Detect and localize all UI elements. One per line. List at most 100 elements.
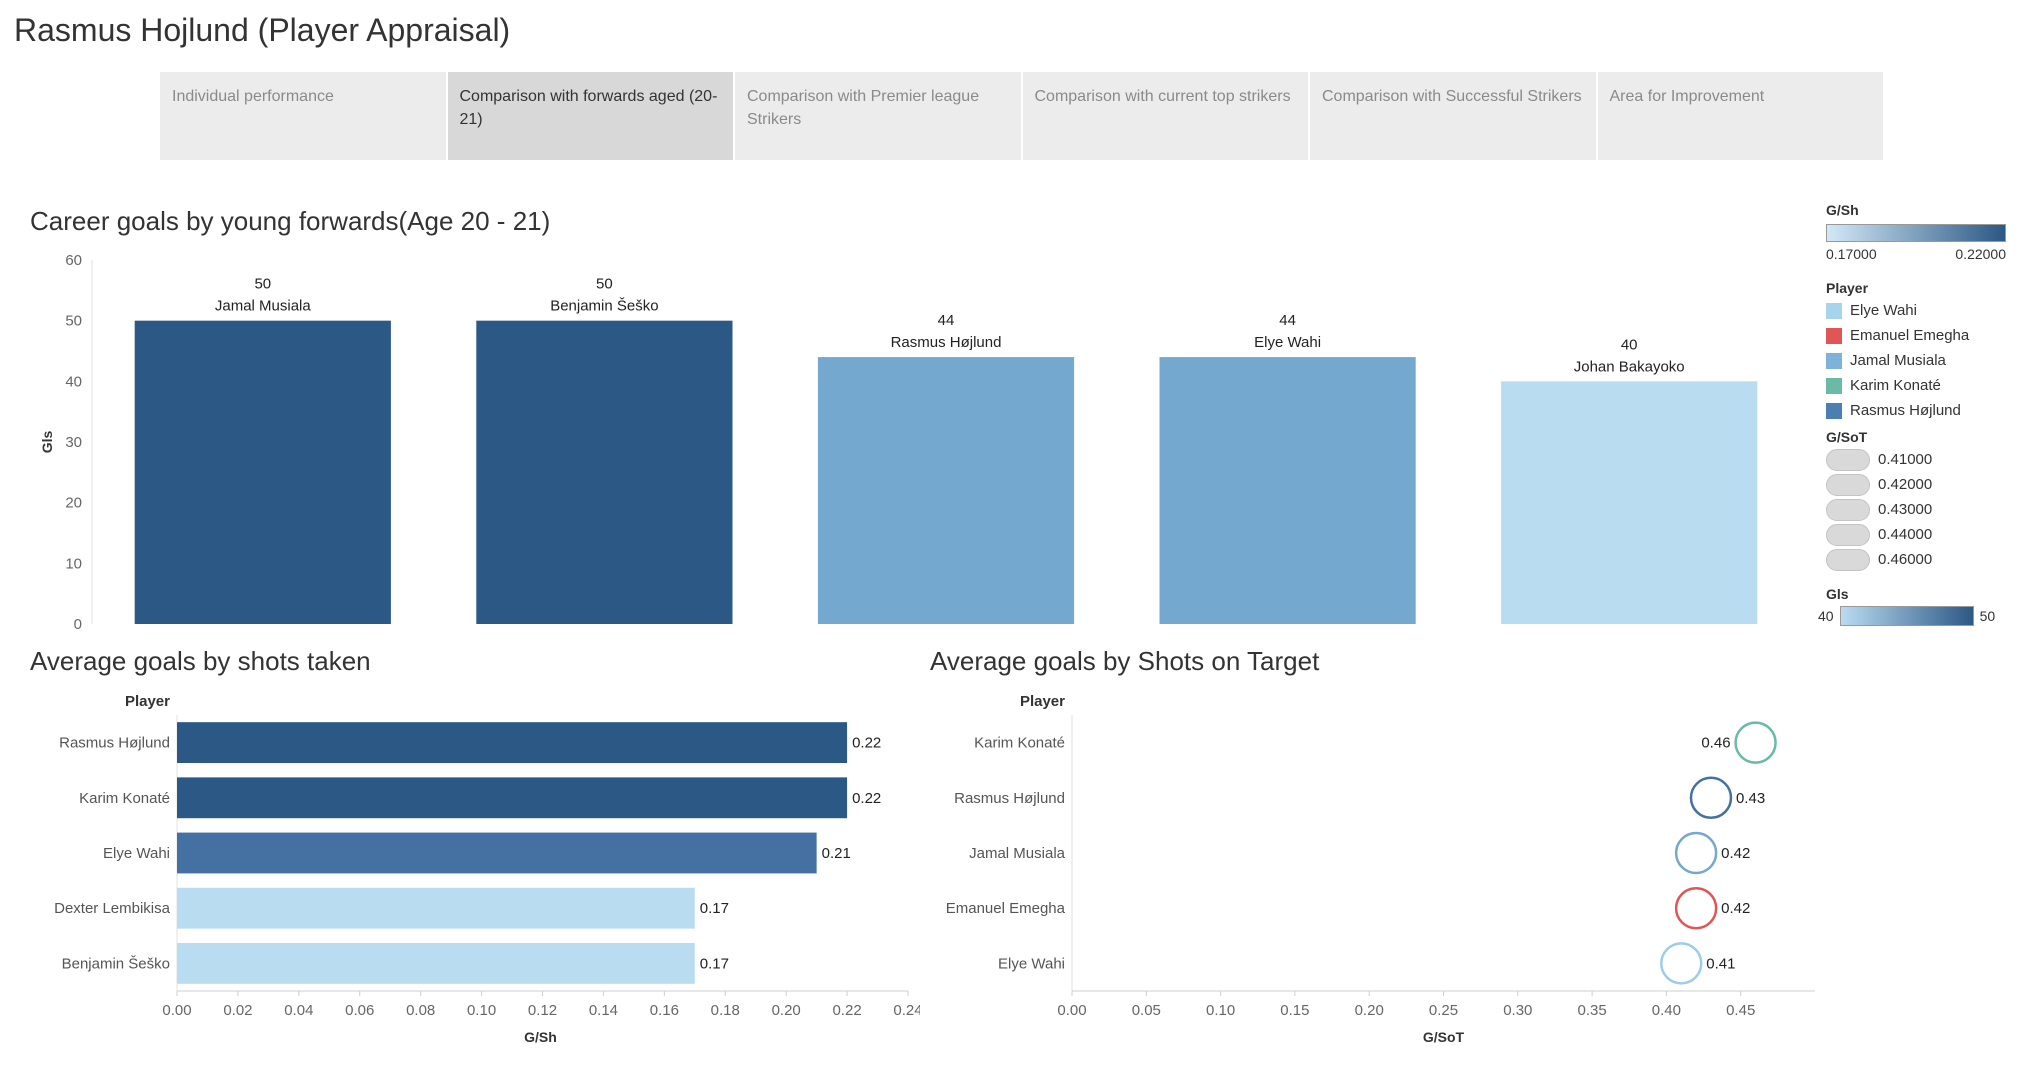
bar-category-label: Johan Bakayoko bbox=[1574, 358, 1685, 375]
bar-benjamin-sesko bbox=[476, 320, 733, 624]
gsh-legend-min: 0.17000 bbox=[1826, 246, 1877, 262]
x-tick-label: 0.00 bbox=[1057, 1002, 1086, 1019]
bar-value-label: 0.22 bbox=[852, 790, 881, 807]
x-tick-label: 0.25 bbox=[1429, 1002, 1458, 1019]
x-tick-label: 0.10 bbox=[467, 1002, 496, 1019]
player-legend-title: Player bbox=[1826, 280, 1869, 296]
legend-swatch bbox=[1826, 327, 1842, 344]
y-axis-title: Player bbox=[125, 693, 170, 710]
gsot-legend-item[interactable]: 0.44000 bbox=[1826, 522, 2006, 547]
legends-panel: G/Sh 0.17000 0.22000 Player Elye Wahi Ema… bbox=[1818, 202, 2006, 626]
category-label: Emanuel Emegha bbox=[946, 900, 1066, 917]
y-axis-title: Player bbox=[1020, 693, 1065, 710]
legend-label: Emanuel Emegha bbox=[1850, 327, 1970, 344]
x-tick-label: 0.40 bbox=[1652, 1002, 1681, 1019]
dot-elye-wahi bbox=[1660, 942, 1703, 985]
tab-premier-league-strikers[interactable]: Comparison with Premier league Strikers bbox=[735, 72, 1023, 160]
tab-individual-performance[interactable]: Individual performance bbox=[160, 72, 448, 160]
bar-elye-wahi bbox=[177, 832, 817, 874]
tab-bar: Individual performance Comparison with f… bbox=[160, 72, 1885, 160]
category-label: Karim Konaté bbox=[79, 790, 170, 807]
gsot-legend-item[interactable]: 0.43000 bbox=[1826, 497, 2006, 522]
gsh-color-ramp bbox=[1826, 224, 2006, 242]
category-label: Rasmus Højlund bbox=[954, 790, 1065, 807]
player-legend-item[interactable]: Rasmus Højlund bbox=[1826, 398, 2006, 423]
gls-legend-title: Gls bbox=[1826, 586, 1849, 602]
bar-value-label: 0.21 bbox=[822, 845, 851, 862]
x-axis-title: G/SoT bbox=[1423, 1029, 1465, 1045]
gls-legend-min: 40 bbox=[1818, 608, 1834, 624]
y-tick-label: 60 bbox=[65, 252, 82, 269]
bar-value-label: 44 bbox=[1279, 312, 1296, 329]
tab-current-top-strikers[interactable]: Comparison with current top strikers bbox=[1022, 72, 1310, 160]
category-label: Rasmus Højlund bbox=[59, 735, 170, 752]
x-tick-label: 0.24 bbox=[893, 1002, 920, 1019]
category-label: Karim Konaté bbox=[974, 735, 1065, 752]
legend-label: 0.43000 bbox=[1878, 501, 1933, 518]
category-label: Dexter Lembikisa bbox=[54, 900, 171, 917]
category-label: Jamal Musiala bbox=[969, 845, 1066, 862]
player-legend-item[interactable]: Jamal Musiala bbox=[1826, 348, 2006, 373]
tab-forwards-aged-20-21[interactable]: Comparison with forwards aged (20-21) bbox=[447, 72, 735, 160]
bar-rasmus-h-jlund bbox=[817, 357, 1075, 624]
y-tick-label: 10 bbox=[65, 555, 82, 572]
x-tick-label: 0.05 bbox=[1132, 1002, 1161, 1019]
legend-swatch bbox=[1826, 377, 1842, 394]
size-swatch bbox=[1826, 448, 1870, 471]
player-legend-item[interactable]: Emanuel Emegha bbox=[1826, 323, 2006, 348]
bar-johan-bakayoko bbox=[1501, 381, 1758, 624]
legend-label: 0.41000 bbox=[1878, 451, 1933, 468]
bar-category-label: Jamal Musiala bbox=[215, 298, 312, 315]
x-tick-label: 0.14 bbox=[589, 1002, 618, 1019]
gsot-legend-title: G/SoT bbox=[1826, 429, 1868, 445]
x-tick-label: 0.20 bbox=[772, 1002, 801, 1019]
x-axis-title: G/Sh bbox=[524, 1029, 557, 1045]
legend-label: 0.44000 bbox=[1878, 526, 1933, 543]
x-tick-label: 0.30 bbox=[1503, 1002, 1532, 1019]
bar-value-label: 50 bbox=[254, 276, 271, 293]
x-tick-label: 0.15 bbox=[1280, 1002, 1309, 1019]
bar-value-label: 44 bbox=[938, 312, 955, 329]
x-tick-label: 0.04 bbox=[284, 1002, 313, 1019]
category-label: Elye Wahi bbox=[998, 955, 1065, 972]
y-tick-label: 40 bbox=[65, 373, 82, 390]
gsot-legend-item[interactable]: 0.42000 bbox=[1826, 472, 2006, 497]
legend-label: Karim Konaté bbox=[1850, 377, 1941, 394]
page-title: Rasmus Hojlund (Player Appraisal) bbox=[14, 12, 511, 48]
goals-per-shot-chart-title: Average goals by shots taken bbox=[30, 646, 371, 676]
bar-category-label: Benjamin Šeško bbox=[550, 298, 658, 315]
player-legend-item[interactable]: Karim Konaté bbox=[1826, 373, 2006, 398]
legend-label: Jamal Musiala bbox=[1850, 352, 1946, 369]
size-swatch bbox=[1826, 548, 1870, 571]
player-legend-item[interactable]: Elye Wahi bbox=[1826, 298, 2006, 323]
player-legend: Elye Wahi Emanuel Emegha Jamal Musiala Kari… bbox=[1826, 298, 2006, 423]
size-swatch bbox=[1826, 523, 1870, 546]
bar-elye-wahi bbox=[1159, 357, 1416, 624]
x-tick-label: 0.35 bbox=[1577, 1002, 1606, 1019]
x-tick-label: 0.20 bbox=[1355, 1002, 1384, 1019]
x-tick-label: 0.22 bbox=[832, 1002, 861, 1019]
x-tick-label: 0.00 bbox=[162, 1002, 191, 1019]
y-axis-title: Gls bbox=[39, 431, 55, 454]
tab-area-for-improvement[interactable]: Area for Improvement bbox=[1597, 72, 1885, 160]
dot-value-label: 0.46 bbox=[1701, 735, 1730, 752]
category-label: Benjamin Šeško bbox=[62, 955, 170, 972]
x-tick-label: 0.45 bbox=[1726, 1002, 1755, 1019]
dot-value-label: 0.42 bbox=[1721, 845, 1750, 862]
x-tick-label: 0.18 bbox=[711, 1002, 740, 1019]
bar-value-label: 0.17 bbox=[700, 900, 729, 917]
x-tick-label: 0.12 bbox=[528, 1002, 557, 1019]
dot-rasmus-h-jlund bbox=[1689, 776, 1733, 820]
legend-label: 0.46000 bbox=[1878, 551, 1933, 568]
y-tick-label: 30 bbox=[65, 434, 82, 451]
bar-karim-konate bbox=[177, 777, 848, 819]
legend-swatch bbox=[1826, 302, 1842, 319]
gsot-legend-item[interactable]: 0.41000 bbox=[1826, 447, 2006, 472]
bar-rasmus-h-jlund bbox=[177, 722, 848, 764]
goals-per-sot-chart-title: Average goals by Shots on Target bbox=[930, 646, 1320, 676]
bar-dexter-lembikisa bbox=[177, 887, 695, 929]
gsot-legend-item[interactable]: 0.46000 bbox=[1826, 547, 2006, 572]
gls-color-ramp bbox=[1839, 606, 1974, 626]
tab-successful-strikers[interactable]: Comparison with Successful Strikers bbox=[1310, 72, 1598, 160]
bar-value-label: 50 bbox=[596, 276, 613, 293]
